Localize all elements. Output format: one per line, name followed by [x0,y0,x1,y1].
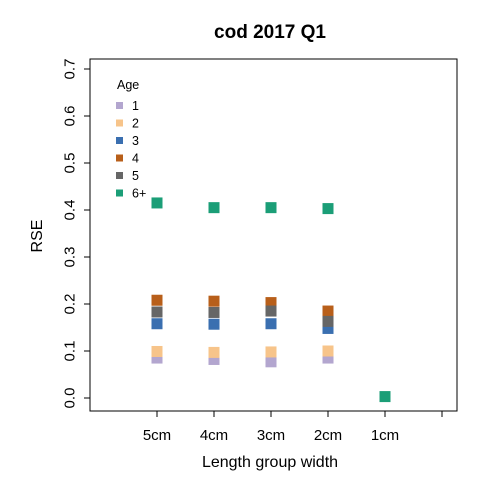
legend-swatch [116,102,123,109]
point-age-6plus-1cm [379,391,391,403]
x-tick-label: 5cm [143,427,171,444]
legend-entry-label: 1 [132,99,139,113]
point-age-5-4cm [208,306,220,318]
chart-title: cod 2017 Q1 [214,22,326,43]
data-points [151,197,391,403]
y-axis: 0.0 0.1 0.2 0.3 0.4 0.5 0.6 0.7 [62,59,90,409]
point-age-2-3cm [265,346,277,358]
x-tick-label: 4cm [200,427,228,444]
point-age-2-5cm [151,345,163,357]
x-axis: 5cm 4cm 3cm 2cm 1cm [143,411,443,444]
point-age-1-5cm [151,352,163,364]
legend-title: Age [117,78,139,92]
legend-entry-label: 5 [132,169,139,183]
y-tick-label: 0.0 [62,388,79,409]
y-tick-label: 0.2 [62,294,79,315]
legend: Age 1 2 3 4 5 6+ [116,78,146,201]
y-tick-label: 0.5 [62,153,79,174]
point-age-6plus-2cm [322,203,334,215]
point-age-6plus-3cm [265,202,277,214]
point-age-5-2cm [322,315,334,327]
point-age-5-5cm [151,306,163,318]
point-age-4-4cm [208,295,220,307]
x-tick-label: 1cm [371,427,399,444]
point-age-6plus-4cm [208,202,220,214]
point-age-4-2cm [322,305,334,317]
x-tick-label: 2cm [314,427,342,444]
point-age-3-2cm [322,322,334,334]
point-age-4-5cm [151,294,163,306]
point-age-3-4cm [208,318,220,330]
point-age-2-2cm [322,345,334,357]
point-age-1-2cm [322,352,334,364]
point-age-2-4cm [208,346,220,358]
legend-swatch [116,137,123,144]
point-age-5-3cm [265,305,277,317]
point-age-1-4cm [208,353,220,365]
y-tick-label: 0.1 [62,341,79,362]
point-age-3-3cm [265,318,277,330]
legend-entry-label: 3 [132,134,139,148]
legend-entry-label: 2 [132,117,139,131]
x-tick-label: 3cm [257,427,285,444]
point-age-3-5cm [151,318,163,330]
y-tick-label: 0.3 [62,247,79,268]
plot-frame [89,58,458,412]
legend-swatch [116,172,123,179]
legend-swatch [116,189,123,197]
legend-entry-label: 6+ [132,187,146,201]
y-tick-label: 0.6 [62,106,79,127]
y-axis-label: RSE [29,220,46,253]
y-tick-label: 0.7 [62,59,79,80]
point-age-1-3cm [265,356,277,368]
point-age-4-3cm [265,297,277,309]
x-axis-label: Length group width [202,454,338,471]
legend-entry-label: 4 [132,152,139,166]
point-age-6plus-5cm [151,197,163,209]
legend-swatch [116,154,123,162]
y-tick-label: 0.4 [62,200,79,221]
legend-swatch [116,119,123,127]
